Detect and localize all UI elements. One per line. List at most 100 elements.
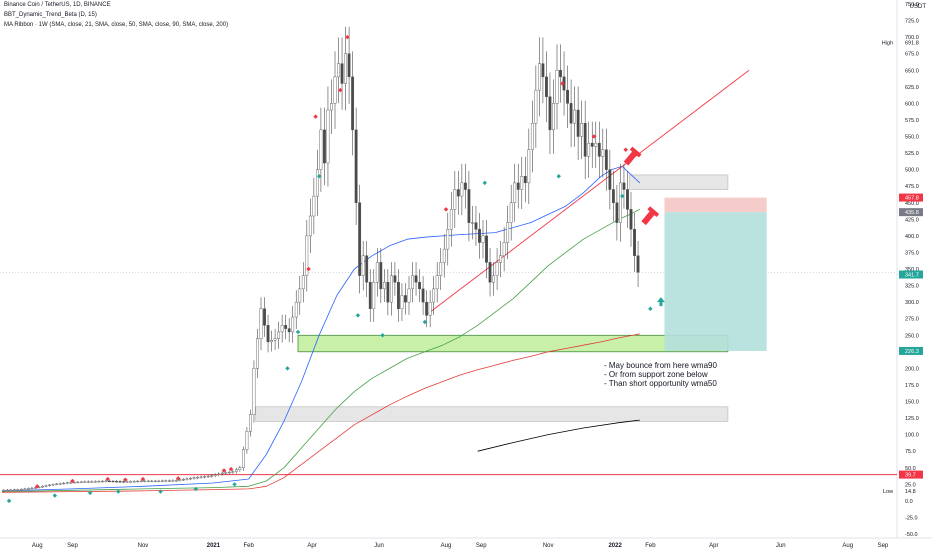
y-axis-unit: USDT — [909, 4, 926, 10]
candle-body — [372, 282, 376, 309]
marker-head — [629, 146, 642, 158]
x-tick-label: Sep — [476, 543, 487, 549]
candle-body — [351, 76, 355, 131]
sell-signal-marker — [443, 207, 449, 212]
candle-body — [196, 477, 199, 479]
y-tick-label: 450.0 — [905, 201, 919, 207]
x-tick-label: Nov — [543, 543, 554, 549]
candle-body — [633, 229, 636, 256]
candle-body — [569, 103, 573, 124]
buy-signal-marker — [619, 193, 625, 199]
ma-black-line — [477, 419, 640, 452]
price-label-prefix: High — [882, 41, 893, 47]
y-tick-label: 550.0 — [905, 135, 919, 141]
candle-body — [502, 242, 506, 256]
candle-body — [453, 189, 457, 210]
candle-body — [541, 63, 545, 78]
candle-body — [143, 480, 147, 483]
annotation-line-1: - May bounce from here wma90 — [604, 361, 717, 370]
candle-body — [182, 479, 185, 481]
candle-body — [629, 209, 633, 230]
zone-lower — [255, 406, 729, 422]
drawing-marker-icon — [641, 206, 660, 226]
buy-signal-marker — [295, 329, 301, 335]
candle-body — [495, 262, 499, 276]
candle-body — [280, 325, 284, 333]
marker-body — [623, 150, 638, 166]
candle-body — [587, 142, 591, 157]
candle-body — [76, 481, 80, 484]
y-tick-label: 350.0 — [905, 267, 919, 273]
candle-body — [428, 301, 432, 316]
x-tick-label: Sep — [67, 543, 78, 549]
candle-body — [72, 481, 76, 484]
candle-body — [326, 109, 330, 164]
candle-body — [573, 109, 577, 124]
candle-body — [393, 275, 397, 283]
buy-signal-marker — [116, 489, 121, 494]
candle-body — [203, 476, 207, 478]
chart-title: Binance Coin / TetherUS, 1D, BINANCE — [4, 2, 111, 8]
sell-signal-marker — [623, 147, 628, 152]
candle-body — [227, 471, 231, 474]
candle-body — [122, 481, 125, 483]
candle-body — [178, 479, 182, 481]
candle-body — [421, 288, 425, 303]
sell-signal-marker — [140, 476, 146, 482]
sell-signal-marker — [175, 476, 181, 481]
candle-body — [548, 96, 552, 131]
candle-body — [386, 282, 390, 303]
ma-red-line — [1, 333, 640, 493]
x-tick-label: 2022 — [608, 543, 622, 549]
candle-body — [157, 480, 161, 483]
candle-body — [213, 474, 217, 476]
buy-signal-marker — [52, 493, 58, 498]
up-arrow-icon — [656, 297, 665, 307]
candle-body — [594, 142, 598, 147]
y-tick-label: 275.0 — [905, 317, 919, 323]
x-tick-label: 2021 — [207, 543, 221, 549]
candle-body — [146, 480, 150, 483]
y-tick-label: 325.0 — [905, 284, 919, 290]
candle-body — [583, 123, 587, 157]
x-tick-label: Jun — [776, 543, 786, 549]
y-tick-label: 575.0 — [905, 118, 919, 124]
price-label: 691.8 — [905, 41, 919, 47]
candle-body — [333, 76, 337, 104]
candle-body — [545, 76, 548, 97]
candle-body — [537, 63, 541, 91]
candle-body — [597, 142, 601, 157]
price-label: 14.8 — [905, 489, 916, 495]
price-label-box — [899, 193, 923, 202]
candle-body — [636, 255, 640, 273]
candle-body — [48, 484, 51, 486]
sell-signal-marker — [123, 477, 128, 482]
y-tick-label: 725.0 — [905, 19, 919, 25]
sell-signal-marker — [313, 114, 318, 119]
candle-body — [365, 255, 369, 283]
zone-resistance — [628, 174, 729, 190]
candle-body — [86, 481, 90, 483]
candle-body — [323, 129, 326, 164]
candle-body — [291, 316, 295, 333]
buy-signal-marker — [422, 319, 428, 325]
candle-body — [626, 189, 629, 210]
price-label-box — [899, 208, 923, 217]
candle-body — [315, 169, 319, 197]
candle-body — [347, 53, 351, 78]
candle-body — [210, 475, 214, 477]
candle-body — [65, 482, 69, 484]
candle-body — [340, 63, 344, 84]
y-tick-label: 250.0 — [905, 333, 919, 339]
candle-body — [516, 182, 520, 190]
candle-body — [220, 472, 224, 475]
price-label-prefix: Low — [883, 489, 893, 495]
candle-body — [132, 481, 136, 483]
candle-body — [150, 480, 154, 483]
y-tick-label: 675.0 — [905, 52, 919, 58]
candle-body — [530, 123, 534, 150]
candle-body — [129, 481, 133, 483]
candle-body — [513, 182, 517, 203]
